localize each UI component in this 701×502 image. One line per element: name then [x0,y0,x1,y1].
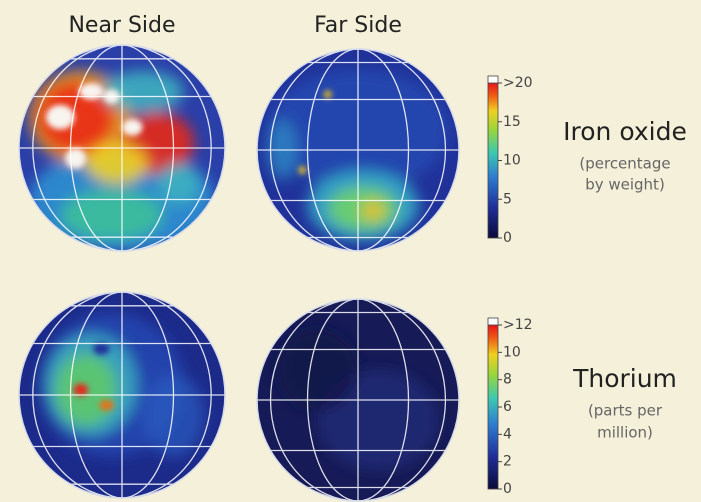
spot [298,166,307,175]
column-title: Far Side [314,13,402,38]
spot [73,383,89,397]
colorbar-label: 10 [503,344,521,360]
colorbar-label: 8 [503,372,512,388]
spot [323,90,332,99]
spot [45,104,75,130]
meridian [32,292,212,498]
meridian [306,299,410,501]
spot [122,119,143,136]
globe-rim [256,48,460,252]
row-subtitle: (parts per [588,402,663,420]
meridian [306,49,410,251]
row-title: Thorium [572,364,677,393]
colorbar-cap [487,317,499,326]
colorbar-label: 0 [503,481,512,497]
meridian [69,292,175,498]
globe-rim [256,298,460,502]
spot [65,148,86,169]
row-subtitle: by weight) [585,176,665,194]
blob [277,329,358,411]
spot [93,342,110,355]
colorbar-label: >12 [503,317,533,333]
graticule [257,299,459,501]
globe [19,292,225,498]
colorbar-label: 4 [503,426,512,442]
colorbar-cap [487,75,499,84]
colorbar [487,324,499,490]
colorbar [487,82,499,239]
colorbar-label: 15 [503,114,521,130]
graticule [257,49,459,251]
colorbar-label: 6 [503,399,512,415]
row-subtitle: (percentage [579,155,670,173]
colorbar-label: 0 [503,230,512,246]
blob [60,189,164,241]
graticule [19,292,225,498]
globe [257,299,459,501]
colorbar-label: >20 [503,75,533,91]
column-title: Near Side [68,13,175,38]
globe [19,45,225,251]
globe [257,49,459,251]
spots [298,90,332,175]
meridian [269,299,447,501]
colorbar-label: 10 [503,153,521,169]
colorbar-label: 5 [503,191,512,207]
blob [158,163,200,205]
colorbar-label: 2 [503,454,512,470]
meridian [32,45,212,251]
globe-rim [18,44,226,252]
spot [99,400,114,411]
globe-rim [18,291,226,499]
meridian [269,49,447,251]
blob [85,142,148,185]
spot [78,83,104,100]
blob [361,200,386,221]
blobs [29,70,215,251]
row-title: Iron oxide [563,117,687,146]
row-subtitle: million) [597,424,653,442]
meridian [69,45,175,251]
graticule [19,45,225,251]
spots [73,342,114,411]
